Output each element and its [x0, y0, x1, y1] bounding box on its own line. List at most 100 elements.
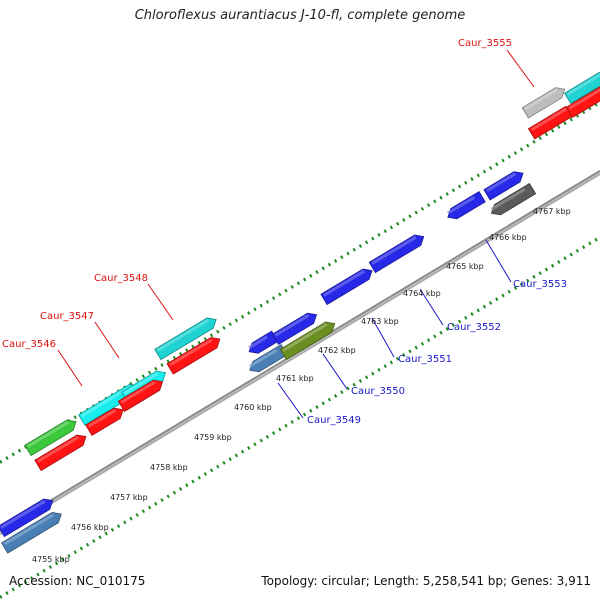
tick-mark — [352, 247, 356, 252]
tick-mark — [588, 241, 592, 246]
tick-mark — [470, 312, 474, 316]
tick-mark — [30, 576, 34, 581]
tick-mark — [259, 438, 263, 443]
tick-mark — [147, 370, 152, 375]
tick-mark — [464, 180, 468, 185]
tick-mark — [203, 337, 208, 341]
tick-mark — [426, 203, 431, 208]
tick-mark — [135, 378, 139, 382]
kbp-tick-label: 4767 kbp — [533, 207, 571, 216]
tick-mark — [358, 379, 363, 383]
gene-label: Caur_3546 — [2, 339, 56, 350]
tick-mark — [439, 330, 443, 335]
tick-mark — [327, 397, 332, 402]
tick-mark — [501, 293, 505, 298]
tick-mark — [253, 442, 257, 447]
gene-arrow — [154, 317, 217, 361]
tick-mark — [414, 345, 418, 350]
tick-mark — [209, 333, 214, 338]
label-layer: 4755 kbp 4756 kbp 4757 kbp 4758 kbp 4759 kbp… — [2, 38, 571, 564]
tick-mark — [315, 405, 319, 409]
tick-mark — [420, 206, 425, 211]
tick-mark — [383, 229, 387, 234]
tick-mark — [377, 367, 381, 372]
tick-mark — [141, 509, 146, 514]
tick-mark — [209, 468, 214, 473]
tick-mark — [309, 273, 313, 278]
tick-mark — [185, 483, 189, 488]
leader-line — [277, 382, 304, 419]
tick-mark — [73, 550, 77, 555]
tick-mark — [395, 221, 400, 226]
kbp-tick-label: 4760 kbp — [234, 403, 272, 412]
tick-mark — [265, 299, 270, 304]
leader-line — [371, 317, 395, 358]
leader-line — [322, 353, 348, 390]
tick-mark — [0, 594, 3, 599]
gene-arrow — [483, 171, 524, 201]
tick-mark — [321, 266, 325, 271]
tick-mark — [464, 315, 468, 320]
tick-mark — [191, 479, 195, 484]
tick-mark — [377, 232, 381, 237]
tick-mark — [346, 251, 350, 256]
tick-mark — [271, 431, 276, 436]
tick-mark — [550, 128, 555, 133]
tick-mark — [333, 259, 338, 263]
leader-line — [57, 349, 83, 387]
tick-mark — [575, 248, 580, 253]
tick-mark — [402, 353, 406, 357]
tick-mark — [408, 214, 412, 219]
tick-mark — [482, 304, 487, 309]
tick-mark — [271, 296, 276, 301]
leader-line — [419, 288, 444, 326]
tick-mark — [563, 256, 567, 261]
tick-mark — [172, 355, 177, 360]
tick-mark — [557, 260, 561, 264]
tick-mark — [383, 364, 387, 369]
tick-mark — [247, 311, 251, 315]
tick-mark — [166, 494, 170, 499]
tick-mark — [414, 210, 418, 215]
tick-mark — [23, 580, 28, 584]
tick-mark — [110, 527, 115, 532]
gene-arrow — [85, 407, 124, 436]
tick-mark — [340, 390, 344, 395]
tick-mark — [538, 136, 542, 141]
tick-mark — [197, 340, 201, 345]
tick-mark — [457, 319, 462, 324]
tick-mark — [327, 262, 332, 267]
tick-mark — [203, 472, 208, 476]
tick-mark — [278, 292, 282, 297]
map-title: Chloroflexus aurantiacus J-10-fl, comple… — [134, 8, 466, 23]
tick-mark — [11, 587, 15, 592]
tick-mark — [216, 329, 220, 334]
tick-mark — [439, 195, 443, 200]
tick-mark — [519, 282, 524, 287]
tick-mark — [532, 274, 536, 279]
tick-mark — [402, 218, 406, 222]
tick-mark — [507, 289, 511, 294]
tick-mark — [178, 487, 183, 491]
tick-mark — [234, 318, 239, 323]
kbp-tick-label: 4765 kbp — [446, 262, 484, 271]
kbp-tick-label: 4761 kbp — [276, 374, 314, 383]
tick-mark — [426, 338, 431, 343]
tick-mark — [154, 501, 158, 506]
gene-label: Caur_3551 — [398, 354, 452, 365]
kbp-tick-label: 4763 kbp — [361, 317, 399, 326]
kbp-tick-label: 4759 kbp — [194, 433, 232, 442]
gene-arrow — [320, 268, 373, 306]
tick-mark — [135, 513, 139, 517]
tick-mark — [129, 516, 133, 521]
tick-mark — [259, 303, 263, 308]
tick-mark — [550, 263, 555, 268]
gene-arrow — [34, 434, 87, 472]
tick-mark — [364, 375, 369, 380]
tick-mark — [495, 297, 499, 302]
tick-mark — [265, 434, 270, 439]
tick-mark — [185, 348, 189, 353]
tick-mark — [160, 363, 164, 367]
gene-label: Caur_3550 — [351, 386, 405, 397]
tick-mark — [11, 452, 15, 457]
